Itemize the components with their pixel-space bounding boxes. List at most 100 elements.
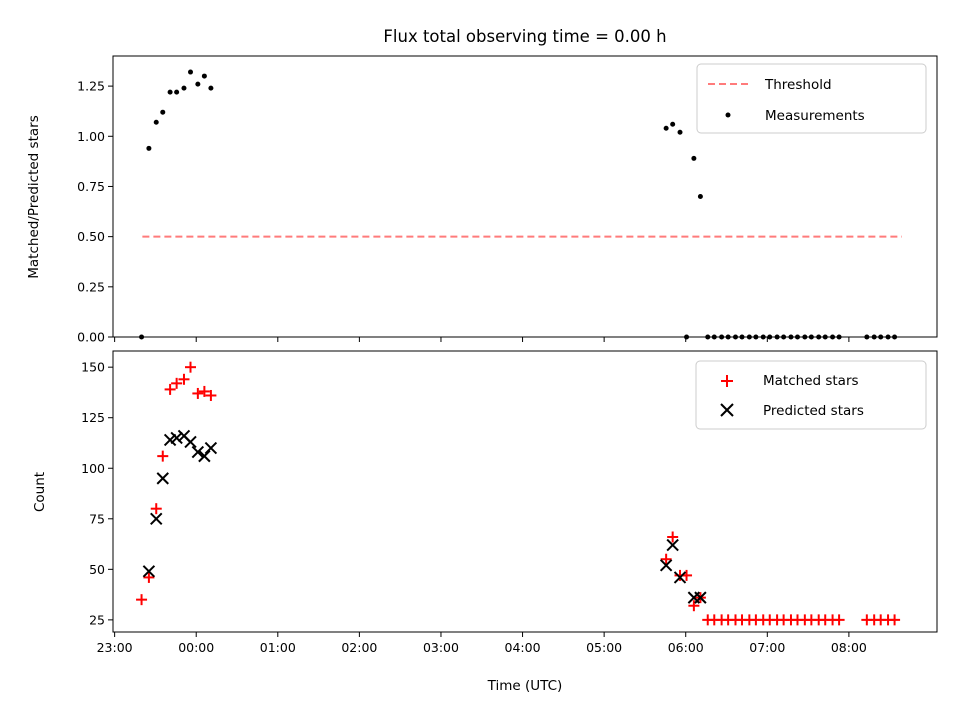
top-legend-box bbox=[696, 63, 927, 134]
predicted-star-point bbox=[673, 571, 687, 584]
measurement-point bbox=[181, 85, 187, 91]
matched-star-point bbox=[157, 450, 169, 462]
measurement-point bbox=[139, 334, 145, 340]
x-tick-label: 01:00 bbox=[260, 640, 296, 655]
bottom-axes-frame bbox=[112, 350, 938, 633]
measurement-point bbox=[711, 334, 717, 340]
measurement-point bbox=[153, 119, 159, 125]
measurement-point bbox=[864, 334, 870, 340]
top-marks bbox=[139, 69, 902, 340]
legend-matched-label: Matched stars bbox=[763, 373, 859, 389]
measurement-point bbox=[816, 334, 822, 340]
predicted-star-point bbox=[170, 431, 183, 445]
measurement-point bbox=[794, 334, 800, 340]
x-tick-label: 00:00 bbox=[178, 640, 214, 655]
measurement-point bbox=[697, 194, 703, 199]
predicted-star-point bbox=[666, 538, 679, 552]
top-plot: 0.00 0.25 0.50 0.75 1.00 1.25 bbox=[77, 55, 938, 345]
bottom-y-tick-label: 100 bbox=[81, 461, 105, 476]
bottom-plot: 25 50 75 100 125 150 23:00 00:00 01:00 02:00 03:00… bbox=[81, 350, 938, 655]
matched-star-point bbox=[150, 503, 162, 515]
top-axes-frame bbox=[112, 55, 938, 338]
bottom-y-tick-label: 50 bbox=[89, 562, 105, 577]
predicted-star-point bbox=[204, 441, 218, 455]
measurement-point bbox=[174, 89, 180, 95]
measurement-point bbox=[691, 155, 697, 161]
predicted-star-point bbox=[198, 449, 211, 463]
matched-star-point bbox=[198, 385, 210, 397]
measurement-point bbox=[767, 334, 773, 340]
predicted-star-point bbox=[156, 472, 169, 485]
top-y-tick-label: 0.75 bbox=[77, 179, 105, 194]
measurement-point bbox=[822, 334, 828, 340]
legend-threshold-label: Threshold bbox=[764, 77, 832, 93]
measurement-point bbox=[753, 334, 759, 340]
measurement-point bbox=[871, 334, 877, 340]
matched-star-point bbox=[205, 389, 217, 401]
measurement-point bbox=[167, 89, 173, 95]
legend-measurements-label: Measurements bbox=[765, 108, 865, 124]
chart-title: Flux total observing time = 0.00 h bbox=[383, 27, 666, 46]
top-legend: Threshold Measurements bbox=[696, 63, 927, 134]
measurement-point bbox=[836, 334, 842, 340]
matched-star-point bbox=[667, 531, 679, 543]
matched-star-point bbox=[660, 553, 672, 565]
measurement-point bbox=[208, 85, 214, 91]
top-y-tick-label: 1.25 bbox=[77, 79, 105, 94]
measurement-point bbox=[677, 129, 683, 135]
bottom-y-axis-label: Count bbox=[32, 472, 48, 512]
predicted-star-point bbox=[694, 591, 707, 604]
bottom-legend-box bbox=[695, 360, 927, 430]
top-y-tick-label: 0.50 bbox=[77, 229, 105, 244]
measurement-point bbox=[760, 334, 766, 340]
measurement-point bbox=[719, 334, 725, 340]
measurement-point bbox=[802, 334, 808, 340]
measurement-point bbox=[746, 334, 752, 340]
measurement-point bbox=[725, 334, 731, 340]
measurement-point bbox=[885, 334, 891, 340]
measurement-point bbox=[830, 334, 836, 340]
measurement-point bbox=[774, 334, 780, 340]
measurement-point bbox=[670, 121, 676, 127]
matched-star-point bbox=[833, 614, 845, 626]
predicted-star-point bbox=[659, 559, 673, 572]
top-y-tick-label: 0.00 bbox=[77, 330, 105, 345]
predicted-star-point bbox=[150, 512, 163, 525]
measurement-point bbox=[788, 334, 794, 340]
measurement-point bbox=[663, 125, 669, 131]
top-y-tick-label: 0.25 bbox=[77, 279, 105, 294]
measurement-point bbox=[739, 334, 745, 340]
measurement-point bbox=[705, 334, 711, 340]
x-tick-label: 08:00 bbox=[831, 640, 867, 655]
x-axis-label: Time (UTC) bbox=[487, 678, 563, 694]
top-y-axis-label: Matched/Predicted stars bbox=[26, 115, 42, 278]
predicted-star-point bbox=[191, 445, 205, 459]
matched-star-point bbox=[178, 373, 190, 385]
matched-star-point bbox=[171, 377, 183, 389]
x-tick-label: 02:00 bbox=[341, 640, 377, 655]
x-tick-label: 23:00 bbox=[97, 640, 133, 655]
bottom-y-tick-label: 150 bbox=[81, 360, 105, 375]
bottom-marks bbox=[136, 361, 901, 626]
matched-star-point bbox=[688, 600, 700, 612]
top-y-tick-label: 1.00 bbox=[77, 129, 105, 144]
measurement-point bbox=[188, 69, 194, 75]
matched-star-point bbox=[143, 571, 155, 583]
bottom-y-tick-label: 125 bbox=[81, 410, 105, 425]
legend-matched-swatch bbox=[721, 375, 733, 387]
matched-star-point bbox=[192, 387, 204, 399]
bottom-legend: Matched stars Predicted stars bbox=[695, 360, 927, 430]
measurement-point bbox=[201, 73, 207, 79]
predicted-star-point bbox=[142, 565, 156, 578]
measurement-point bbox=[892, 334, 898, 340]
measurement-point bbox=[160, 109, 166, 115]
legend-predicted-label: Predicted stars bbox=[763, 403, 864, 419]
measurement-point bbox=[878, 334, 884, 340]
matched-star-point bbox=[164, 383, 176, 395]
bottom-y-tick-label: 75 bbox=[89, 511, 105, 526]
measurement-point bbox=[146, 145, 152, 151]
legend-predicted-swatch bbox=[720, 403, 734, 417]
predicted-star-point bbox=[184, 435, 197, 449]
matched-star-point bbox=[136, 594, 148, 606]
